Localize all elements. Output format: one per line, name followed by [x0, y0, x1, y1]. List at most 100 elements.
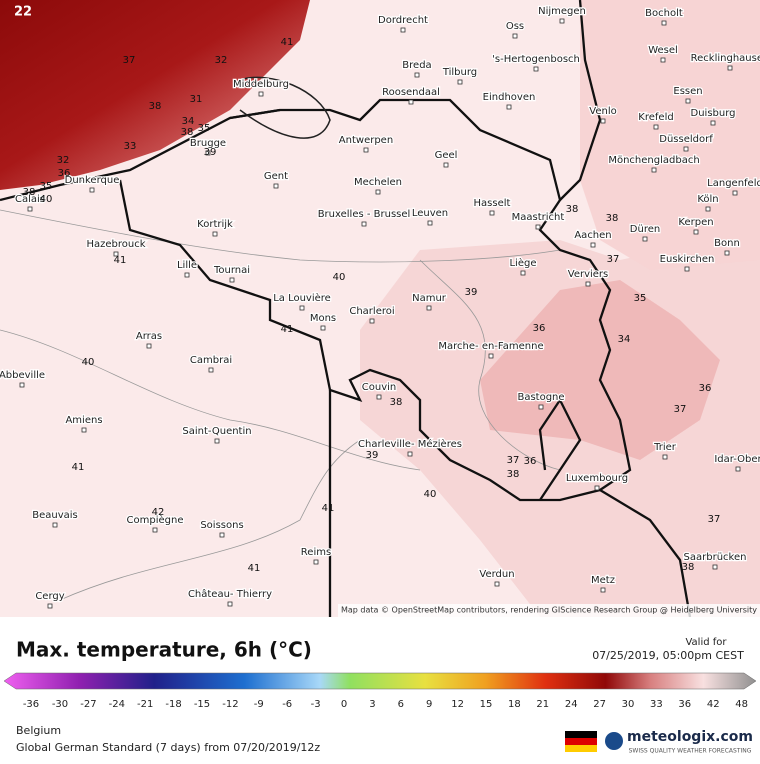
scale-tick-label: 21	[536, 699, 549, 710]
city-label: Oss	[506, 21, 524, 32]
city-marker	[52, 522, 58, 528]
city-label: Kortrijk	[197, 219, 233, 230]
city-marker	[426, 305, 432, 311]
contour-label: 38	[181, 127, 194, 138]
city-label: Aachen	[574, 230, 611, 241]
city-marker	[684, 266, 690, 272]
city-marker	[81, 427, 87, 433]
city-marker	[683, 146, 689, 152]
city-label: Maastricht	[512, 212, 565, 223]
city-marker	[369, 318, 375, 324]
contour-label: 41	[72, 462, 85, 473]
coast	[239, 76, 331, 139]
city-label: Venlo	[589, 106, 616, 117]
city-marker	[585, 281, 591, 287]
city-marker	[89, 187, 95, 193]
city-marker	[727, 65, 733, 71]
city-marker	[594, 485, 600, 491]
city-marker	[408, 99, 414, 105]
city-marker	[400, 27, 406, 33]
city-label: Antwerpen	[339, 135, 393, 146]
city-label: Breda	[402, 60, 431, 71]
scale-tick-label: 6	[398, 699, 404, 710]
city-marker	[642, 236, 648, 242]
contour-label: 34	[618, 334, 631, 345]
city-label: Marche- en-Famenne	[438, 341, 543, 352]
city-label: Beauvais	[32, 510, 78, 521]
city-marker	[152, 527, 158, 533]
city-marker	[375, 189, 381, 195]
city-marker	[559, 18, 565, 24]
model: Global German Standard (7 days) from 07/…	[16, 741, 320, 754]
city-label: Arras	[136, 331, 162, 342]
city-marker	[227, 601, 233, 607]
city-label: Düren	[630, 224, 660, 235]
city-marker	[653, 124, 659, 130]
scale-tick-label: 42	[707, 699, 720, 710]
city-label: Bastogne	[517, 392, 564, 403]
city-marker	[212, 231, 218, 237]
contour-label: 32	[215, 55, 228, 66]
contour-label: 40	[40, 194, 53, 205]
city-marker	[735, 466, 741, 472]
city-label: Köln	[697, 194, 718, 205]
city-marker	[320, 325, 326, 331]
city-label: Kerpen	[678, 217, 713, 228]
city-marker	[47, 603, 53, 609]
city-label: Langenfeld	[707, 178, 760, 189]
city-marker	[229, 277, 235, 283]
contour-label: 38	[682, 562, 695, 573]
contour-label: 36	[58, 168, 71, 179]
city-marker	[538, 404, 544, 410]
scale-tick-label: 12	[451, 699, 464, 710]
city-marker	[427, 220, 433, 226]
city-marker	[651, 167, 657, 173]
city-label: Liège	[509, 257, 536, 269]
contours	[0, 209, 561, 601]
city-label: Brugge	[190, 138, 226, 149]
city-marker	[208, 367, 214, 373]
city-marker	[414, 72, 420, 78]
attribution-bg	[338, 604, 760, 617]
city-marker	[19, 382, 25, 388]
scale-tick-label: -6	[282, 699, 292, 710]
color-scale	[3, 672, 757, 690]
city-label: Duisburg	[691, 108, 736, 119]
city-label: Tournai	[213, 265, 250, 276]
scale-tick-label: 33	[650, 699, 663, 710]
city-marker	[661, 20, 667, 26]
city-label: Tilburg	[442, 67, 477, 78]
city-label: Lille	[177, 260, 197, 271]
city-marker	[363, 147, 369, 153]
scale-tick-label: -9	[254, 699, 264, 710]
scale-tick-label: -27	[80, 699, 96, 710]
attribution: Map data © OpenStreetMap contributors, r…	[341, 606, 757, 615]
city-marker	[590, 242, 596, 248]
city-marker	[146, 343, 152, 349]
scale-tick-label: -30	[52, 699, 68, 710]
scale-tick-label: -18	[165, 699, 181, 710]
city-label: Mechelen	[354, 177, 402, 188]
map: 22 Map data © OpenStreetMap contributors…	[0, 0, 760, 618]
city-label: Abbeville	[0, 370, 45, 381]
contour-label: 31	[190, 94, 203, 105]
city-marker	[407, 451, 413, 457]
city-label: Charleroi	[349, 306, 394, 317]
scale-tick-label: -24	[109, 699, 125, 710]
brand: meteologix.com	[627, 729, 753, 745]
contour-label: 37	[123, 55, 136, 66]
contour-label: 40	[424, 489, 437, 500]
contour-label: 39	[465, 287, 478, 298]
city-label: Amiens	[65, 415, 102, 426]
city-marker	[489, 210, 495, 216]
city-label: Saint-Quentin	[182, 426, 251, 437]
city-label: Essen	[673, 86, 702, 97]
city-label: Namur	[412, 293, 447, 304]
city-marker	[533, 66, 539, 72]
city-marker	[506, 104, 512, 110]
city-label: Trier	[653, 442, 677, 453]
city-marker	[205, 150, 211, 156]
city-marker	[705, 206, 711, 212]
scale-tick-label: -15	[194, 699, 210, 710]
contour-label: 41	[114, 255, 127, 266]
